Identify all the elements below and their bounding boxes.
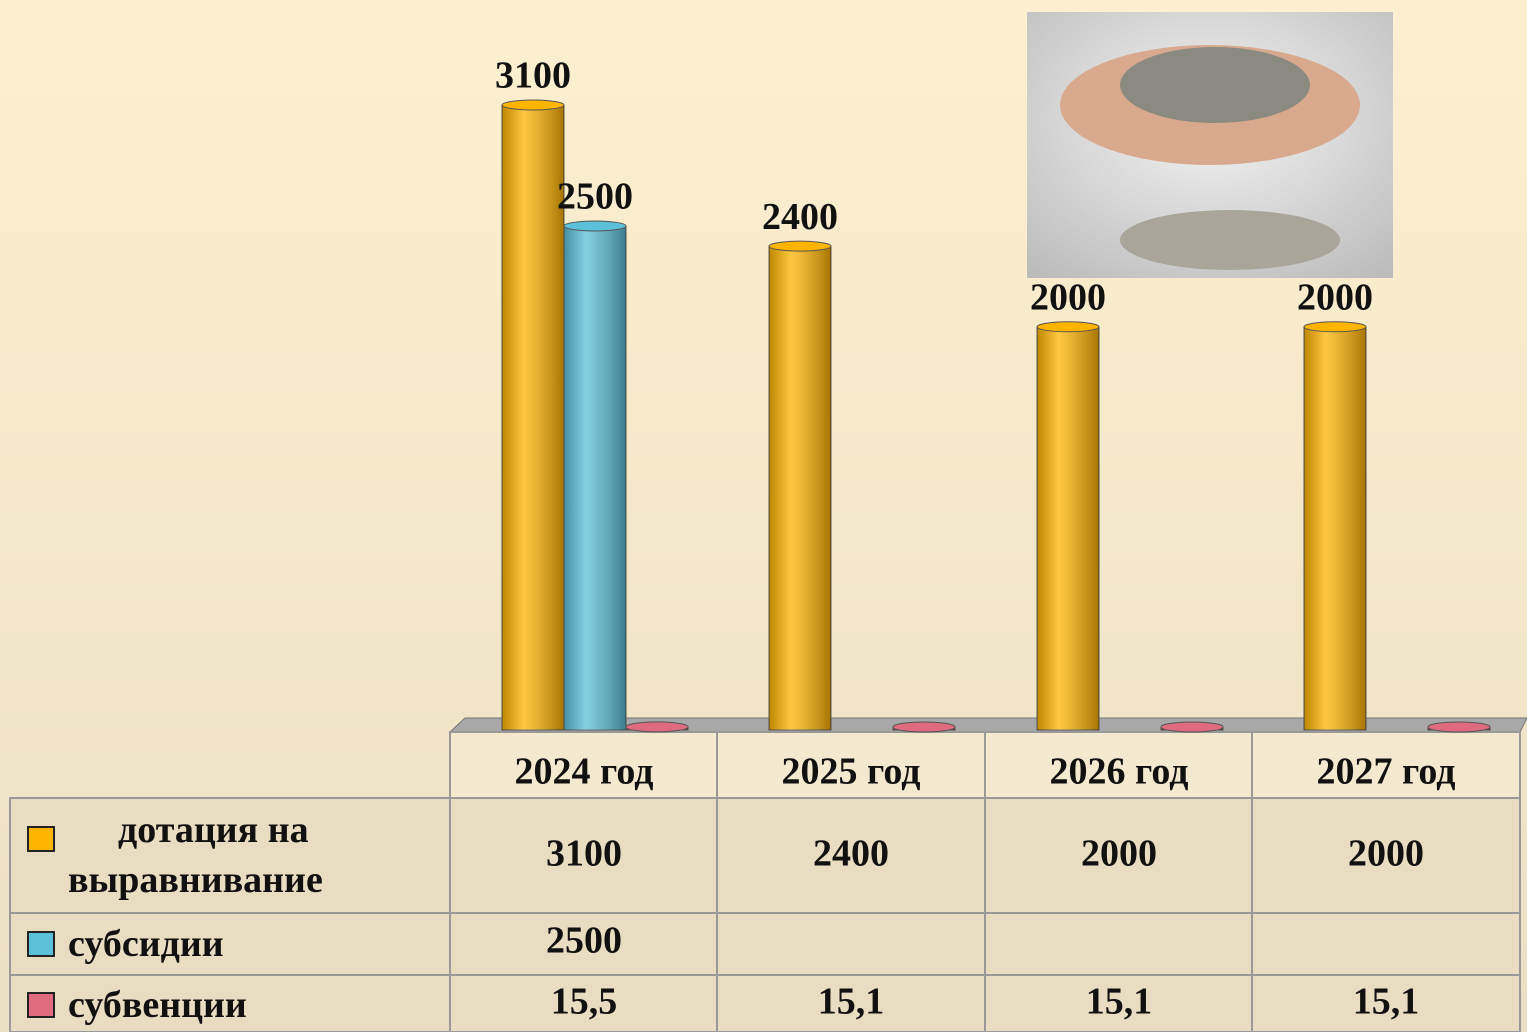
bar-shade xyxy=(502,105,564,730)
column-header: 2024 год xyxy=(515,751,654,793)
bar-top xyxy=(1161,722,1223,732)
data-label: 2000 xyxy=(1030,276,1106,318)
table-cell: 3100 xyxy=(546,833,622,875)
column-header: 2025 год xyxy=(782,751,921,793)
legend-label: дотация на выравнивание xyxy=(68,805,448,905)
bar-shade xyxy=(564,226,626,730)
data-label: 3100 xyxy=(495,55,571,97)
table-cell: 15,1 xyxy=(818,981,885,1023)
bar-top xyxy=(502,100,564,110)
bar-top xyxy=(626,722,688,732)
legend-key xyxy=(28,827,54,851)
table-cell: 15,1 xyxy=(1086,981,1153,1023)
data-label: 2500 xyxy=(557,176,633,218)
data-label: 2000 xyxy=(1297,276,1373,318)
table-cell: 2000 xyxy=(1348,833,1424,875)
bar-top xyxy=(564,221,626,231)
photo xyxy=(1027,12,1393,278)
bar-shade xyxy=(769,246,831,730)
table-cell: 2500 xyxy=(546,920,622,962)
table-cell: 2400 xyxy=(813,833,889,875)
bar-top xyxy=(1428,722,1490,732)
bar-shade xyxy=(1037,327,1099,730)
legend-label: субвенции xyxy=(68,980,247,1030)
bar-top xyxy=(1304,322,1366,332)
legend-key xyxy=(28,993,54,1017)
column-header: 2027 год xyxy=(1317,751,1456,793)
page: 2024 год 2025 год 2026 год 2027 год 3100 3100… xyxy=(0,0,1527,1032)
legend-key xyxy=(28,932,54,956)
column-header: 2026 год xyxy=(1050,751,1189,793)
bar-top xyxy=(893,722,955,732)
legend-label: субсидии xyxy=(68,919,224,969)
data-label: 2400 xyxy=(762,196,838,238)
bar-top xyxy=(769,241,831,251)
bar-shade xyxy=(1304,327,1366,730)
table-cell: 2000 xyxy=(1081,833,1157,875)
bar-top xyxy=(1037,322,1099,332)
table-cell: 15,5 xyxy=(551,981,618,1023)
table-cell: 15,1 xyxy=(1353,981,1420,1023)
